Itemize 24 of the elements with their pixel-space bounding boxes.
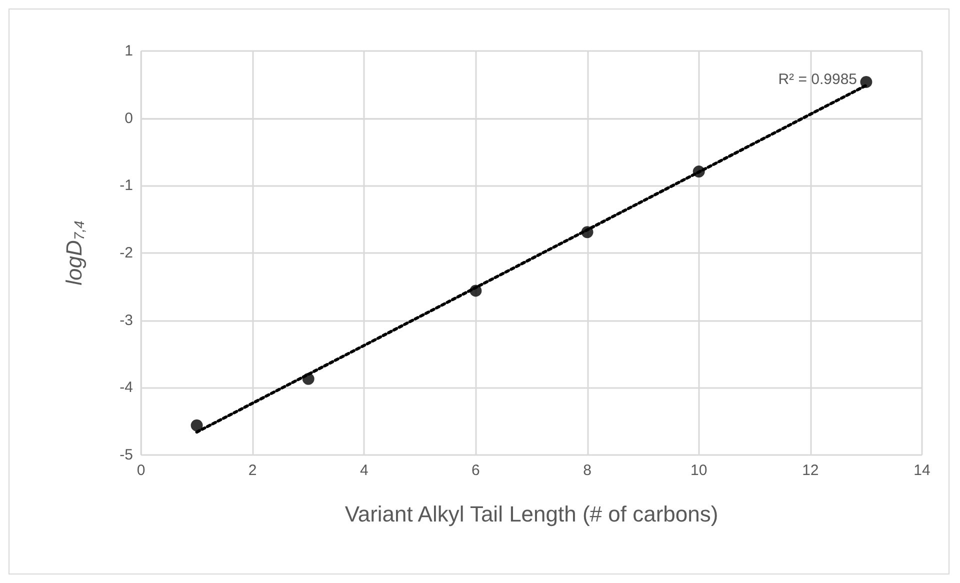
x-tick-label: 8 [583,462,592,479]
x-tick-label: 12 [802,462,819,479]
point [302,372,314,385]
point [692,166,705,178]
x-tick-label: 6 [472,462,480,479]
x-tick-label: 10 [690,462,708,479]
y-axis-title: logD7,4 [62,220,87,286]
y-tick-label: -2 [120,244,133,262]
point [860,76,872,88]
x-tick-label: 4 [360,462,368,479]
y-tick-label: -1 [120,177,133,194]
x-tick-label: 0 [136,462,146,479]
x-axis-title: Variant Alkyl Tail Length (# of carbons) [344,502,718,526]
point [470,284,482,297]
x-tick-label: 14 [914,462,930,479]
y-tick-label: -4 [120,379,133,396]
annotation: R² = 0.9985 [778,71,858,88]
y-tick-label: 0 [124,110,133,127]
point [190,419,203,432]
x-tick-label: 2 [248,462,257,479]
y-tick-label: -5 [120,446,133,464]
y-tick-label: -3 [120,312,133,329]
point [581,226,594,238]
y-tick-label: 1 [124,42,133,60]
